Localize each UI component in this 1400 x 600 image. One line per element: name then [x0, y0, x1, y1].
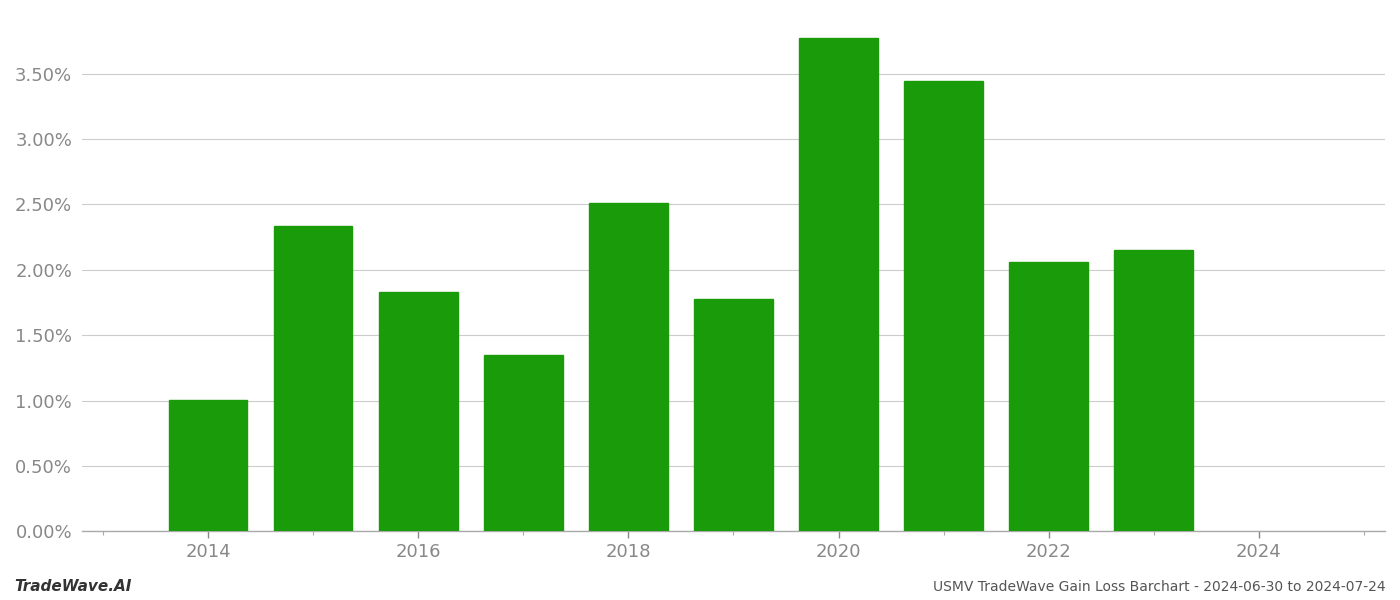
Bar [904, 82, 983, 531]
Bar [799, 38, 878, 531]
Text: USMV TradeWave Gain Loss Barchart - 2024-06-30 to 2024-07-24: USMV TradeWave Gain Loss Barchart - 2024… [934, 580, 1386, 594]
Bar [694, 299, 773, 531]
Bar [1009, 262, 1088, 531]
Bar [379, 292, 458, 531]
Bar [273, 226, 353, 531]
Bar [1114, 250, 1193, 531]
Bar [484, 355, 563, 531]
Text: TradeWave.AI: TradeWave.AI [14, 579, 132, 594]
Bar [168, 400, 248, 531]
Bar [589, 203, 668, 531]
